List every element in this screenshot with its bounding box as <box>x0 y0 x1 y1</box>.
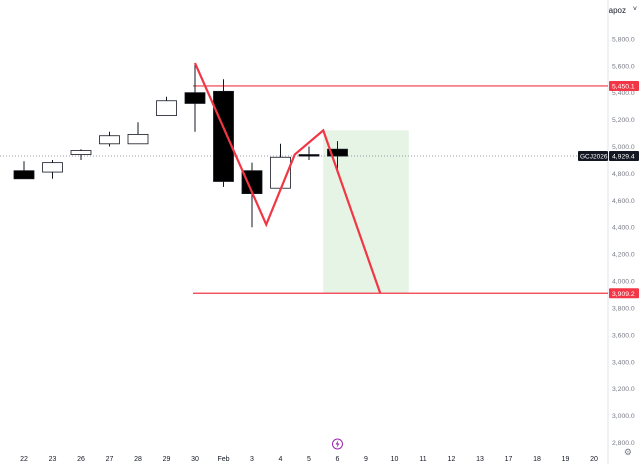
candle-body <box>327 148 348 157</box>
candle-body <box>298 154 320 157</box>
y-tick-label: 3,000.0 <box>612 413 635 420</box>
x-tick-label: 9 <box>364 456 368 463</box>
x-tick-label: 18 <box>533 456 541 463</box>
candle-body <box>184 92 206 104</box>
price-line-label-0: 5,450.1 <box>612 83 635 90</box>
chevron-down-icon[interactable]: ˅ <box>632 6 637 13</box>
y-tick-label: 3,200.0 <box>612 386 635 393</box>
last-price-label: 4,929.4 <box>612 154 635 161</box>
candle-0[interactable] <box>13 161 35 180</box>
y-tick-label: 3,600.0 <box>612 332 635 339</box>
candle-4[interactable] <box>127 122 149 145</box>
y-tick-label: 3,400.0 <box>612 359 635 366</box>
candle-9[interactable] <box>270 143 291 190</box>
y-tick-label: 5,200.0 <box>612 117 635 124</box>
symbol-label: GCJ2026 <box>580 154 608 161</box>
candle-1[interactable] <box>42 159 63 179</box>
y-tick-label: 4,800.0 <box>612 171 635 178</box>
candle-7[interactable] <box>213 79 234 187</box>
price-line-label-1: 3,909.2 <box>612 291 635 298</box>
x-tick-label: 19 <box>562 456 570 463</box>
x-tick-label: 13 <box>476 456 484 463</box>
y-tick-label: 5,600.0 <box>612 63 635 70</box>
candle-body <box>13 170 35 180</box>
candle-body <box>42 162 63 173</box>
x-tick-label: 6 <box>336 456 340 463</box>
candle-2[interactable] <box>70 149 92 160</box>
symbol-badge-bg <box>578 151 608 161</box>
x-tick-label: 11 <box>419 456 426 463</box>
y-tick-label: 4,000.0 <box>612 279 635 286</box>
x-tick-label: 17 <box>505 456 513 463</box>
candle-body <box>213 90 234 182</box>
x-tick-label: 22 <box>20 456 28 463</box>
x-tick-label: 10 <box>391 456 399 463</box>
candle-6[interactable] <box>184 63 206 132</box>
x-tick-label: 26 <box>77 456 85 463</box>
last-price-bg <box>609 151 639 161</box>
lightning-icon <box>335 440 340 448</box>
y-tick-label: 5,400.0 <box>612 90 635 97</box>
candle-3[interactable] <box>99 131 120 147</box>
y-tick-label: 4,600.0 <box>612 198 635 205</box>
x-tick-label: 20 <box>590 456 598 463</box>
x-tick-label: 4 <box>279 456 283 463</box>
projection-path[interactable] <box>193 62 382 294</box>
price-label-bg <box>609 80 639 91</box>
y-tick-label: 5,000.0 <box>612 144 635 151</box>
y-tick-label: 3,800.0 <box>612 305 635 312</box>
candle-body <box>156 100 177 116</box>
price-label-bg <box>609 288 639 299</box>
y-tick-label: 2,800.0 <box>612 440 635 447</box>
candle-10[interactable] <box>298 146 320 160</box>
x-tick-label: 3 <box>250 456 254 463</box>
x-tick-label: 27 <box>106 456 114 463</box>
x-tick-label: 29 <box>163 456 171 463</box>
scale-mode-label[interactable]: apoz <box>608 6 626 15</box>
x-tick-label: 12 <box>448 456 456 463</box>
x-tick-label: 28 <box>134 456 142 463</box>
candle-body <box>70 150 92 155</box>
x-tick-label: Feb <box>217 456 229 463</box>
settings-gear-icon[interactable]: ⚙ <box>623 447 632 457</box>
candle-body <box>99 135 120 145</box>
x-tick-label: 23 <box>49 456 57 463</box>
candle-5[interactable] <box>156 96 177 116</box>
y-tick-label: 5,800.0 <box>612 36 635 43</box>
x-tick-label: 5 <box>307 456 311 463</box>
y-tick-label: 4,200.0 <box>612 252 635 259</box>
candle-body <box>127 133 149 145</box>
y-tick-label: 4,400.0 <box>612 225 635 232</box>
x-tick-label: 30 <box>191 456 199 463</box>
